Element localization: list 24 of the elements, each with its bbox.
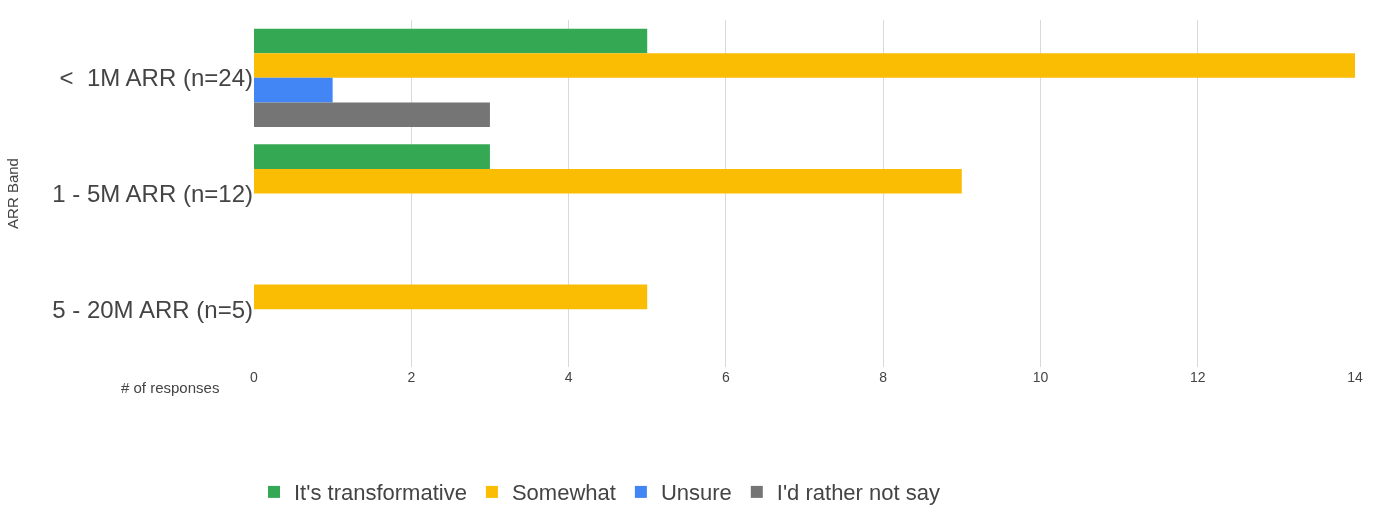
y-tick-label: 5 - 20M ARR (n=5) bbox=[52, 295, 253, 323]
x-tick-label: 4 bbox=[564, 369, 573, 385]
x-tick-label: 6 bbox=[721, 369, 730, 385]
bar bbox=[254, 102, 490, 127]
x-tick-label: 8 bbox=[879, 369, 888, 385]
x-tick-label: 14 bbox=[1347, 369, 1363, 385]
legend-label: I'd rather not say bbox=[776, 480, 940, 506]
y-tick-label: < 1M ARR (n=24) bbox=[59, 64, 253, 92]
x-tick-label: 0 bbox=[250, 369, 259, 385]
x-tick-label: 12 bbox=[1189, 369, 1206, 385]
bar bbox=[254, 168, 962, 194]
legend-label: It's transformative bbox=[294, 480, 467, 506]
bar bbox=[254, 53, 1355, 78]
y-axis-title: ARR Band bbox=[3, 158, 21, 229]
bar bbox=[254, 28, 648, 54]
x-tick-label: 10 bbox=[1032, 369, 1049, 385]
bar bbox=[254, 77, 333, 103]
x-axis-title: # of responses bbox=[121, 379, 220, 396]
bar bbox=[254, 284, 648, 310]
legend-label: Somewhat bbox=[511, 480, 616, 506]
x-tick-label: 2 bbox=[407, 369, 416, 385]
y-tick-label: 1 - 5M ARR (n=12) bbox=[52, 179, 253, 207]
legend-label: Unsure bbox=[660, 480, 732, 506]
bar bbox=[254, 144, 490, 169]
